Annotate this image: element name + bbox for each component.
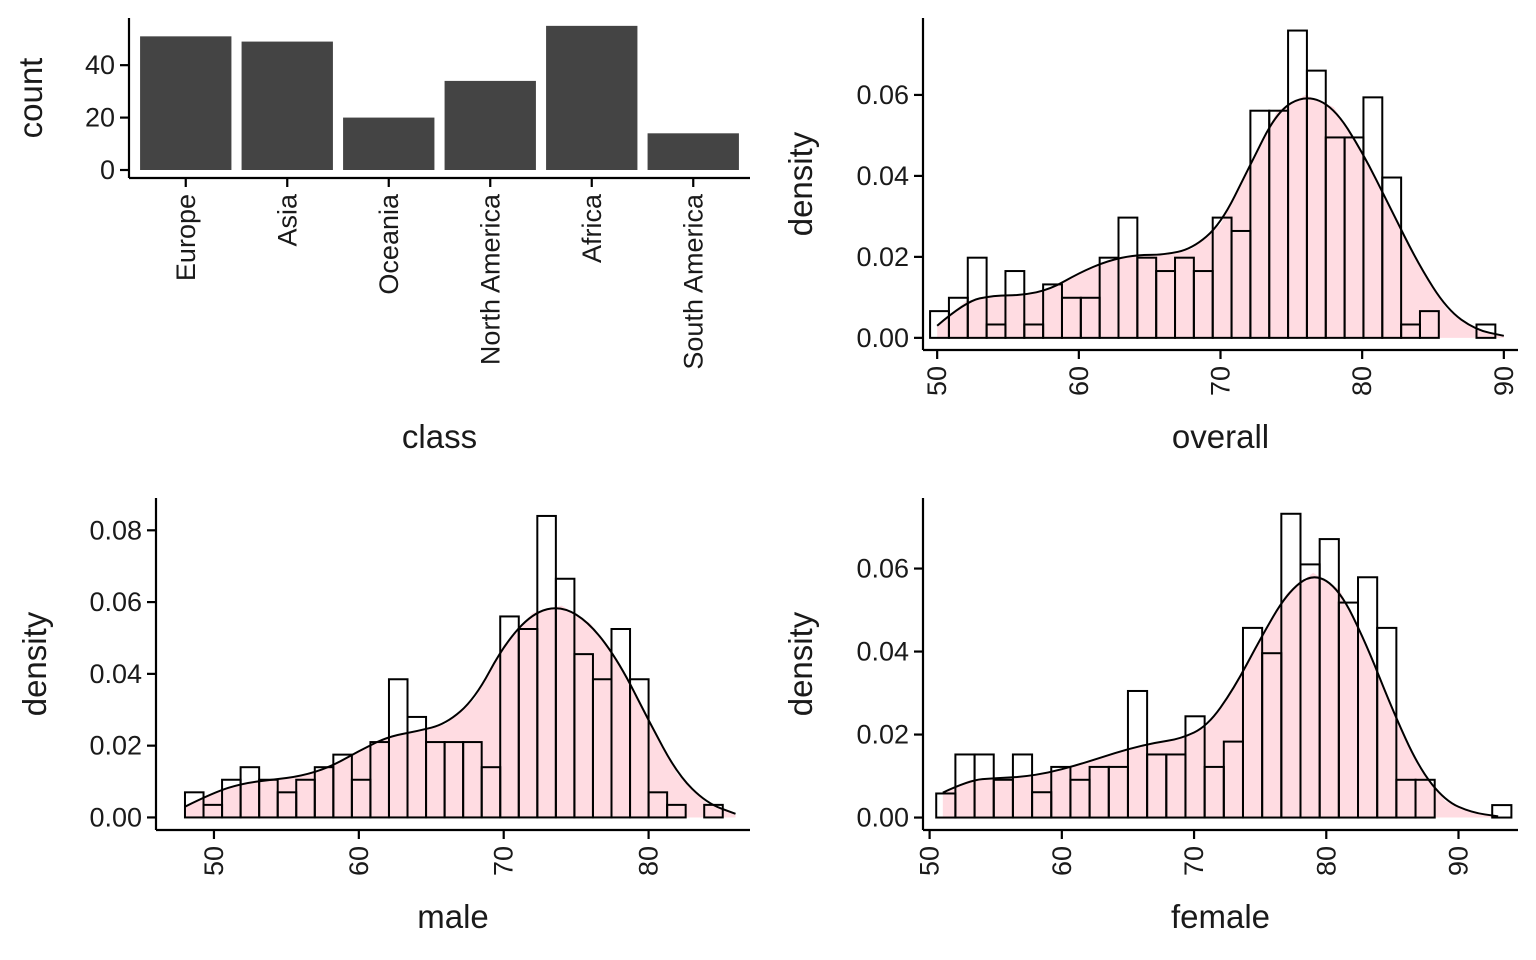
y-tick-label: 0.06 [856, 554, 909, 584]
y-tick-label: 0.00 [856, 323, 909, 353]
y-tick-label: 0.06 [856, 80, 909, 110]
y-tick-label: 0.04 [856, 161, 909, 191]
y-tick-label: 40 [85, 50, 115, 80]
histogram-bar [1011, 753, 1034, 819]
density-curve [942, 576, 1499, 818]
y-tick-label: 0.02 [89, 731, 142, 761]
histogram-bar [1491, 804, 1513, 819]
panel-class-bar-chart: 0 20 40 Europe Asia Oceania North America Afric… [12, 18, 750, 455]
density-area [937, 94, 1504, 338]
bar-oceania [343, 117, 435, 170]
x-tick-label: 90 [1489, 366, 1519, 396]
y-axis-title: density [782, 611, 819, 716]
x-tick-label: 70 [1206, 366, 1236, 396]
y-tick-label: 0.02 [856, 720, 909, 750]
bar-asia [241, 41, 333, 170]
density-curve [936, 97, 1505, 337]
x-tick-label: 80 [634, 846, 664, 876]
y-tick-label: 0.00 [856, 803, 909, 833]
y-tick-label: 0.00 [89, 802, 142, 832]
x-tick-label: 80 [1311, 846, 1341, 876]
histogram-bar [1381, 176, 1403, 339]
x-tick-label: Oceania [374, 193, 404, 295]
x-tick-label: 70 [1179, 846, 1209, 876]
x-tick-label: 80 [1347, 366, 1377, 396]
bar-europe [140, 36, 232, 171]
x-tick-label: 60 [344, 846, 374, 876]
y-axis-title: count [12, 58, 49, 139]
x-axis-title: female [1171, 898, 1270, 935]
x-tick-label: Europe [171, 194, 201, 281]
histogram-bar [1414, 778, 1436, 819]
bar-north-america [444, 80, 536, 170]
histogram-bar [666, 803, 687, 819]
histogram-bar [1475, 323, 1497, 339]
y-tick-label: 0 [100, 155, 115, 185]
histogram-bar [1376, 626, 1398, 819]
x-axis-title: male [417, 898, 489, 935]
y-tick-label: 0.06 [89, 587, 142, 617]
histogram-bar [1418, 310, 1440, 339]
x-tick-label: South America [678, 193, 708, 370]
y-tick-label: 0.04 [89, 659, 142, 689]
density-area [942, 572, 1499, 818]
x-tick-label: 60 [1047, 846, 1077, 876]
panel-overall-histogram: 0.00 0.02 0.04 0.06 50 60 70 80 90 overall density [782, 18, 1519, 455]
histogram-bar [1004, 270, 1026, 339]
x-axis-title: overall [1172, 418, 1269, 455]
x-tick-label: Africa [577, 193, 607, 263]
y-axis-title: density [782, 131, 819, 236]
panel-female-histogram: 0.00 0.02 0.04 0.06 50 60 70 80 90 female density [782, 498, 1518, 935]
x-tick-label: Asia [272, 193, 302, 247]
x-tick-label: 50 [915, 846, 945, 876]
panel-male-histogram: 0.00 0.02 0.04 0.06 0.08 50 60 70 80 male density [16, 498, 750, 935]
bar-africa [546, 25, 638, 171]
bar-south-america [647, 133, 739, 170]
x-tick-label: 70 [489, 846, 519, 876]
x-tick-label: 50 [922, 366, 952, 396]
y-tick-label: 0.08 [89, 515, 142, 545]
y-tick-label: 0.02 [856, 242, 909, 272]
y-axis-title: density [16, 611, 53, 716]
y-tick-label: 20 [85, 103, 115, 133]
x-axis-title: class [402, 418, 477, 455]
x-tick-label: North America [475, 193, 505, 365]
histogram-bar [629, 678, 650, 819]
x-tick-label: 50 [199, 846, 229, 876]
density-curve [184, 607, 736, 815]
x-tick-label: 90 [1444, 846, 1474, 876]
y-tick-label: 0.04 [856, 637, 909, 667]
x-tick-label: 60 [1064, 366, 1094, 396]
